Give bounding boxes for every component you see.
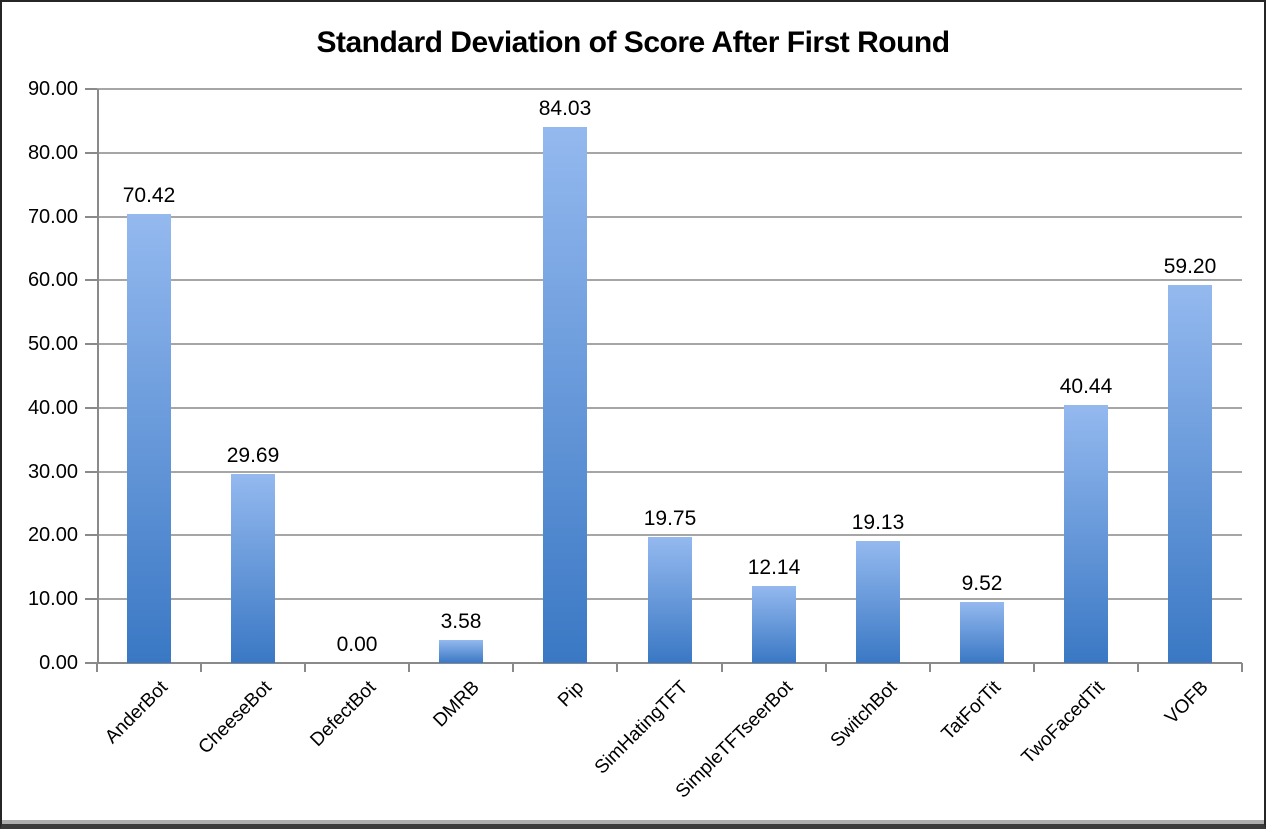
y-axis-tick xyxy=(85,279,97,281)
h-gridline xyxy=(97,216,1242,218)
bar-value-label: 19.75 xyxy=(643,507,697,530)
bar xyxy=(1064,405,1108,663)
y-axis-tick-label: 0.00 xyxy=(39,652,78,674)
y-axis-tick xyxy=(85,343,97,345)
category-label: AnderBot xyxy=(100,677,172,748)
bar xyxy=(648,537,692,663)
category-label: SimHatingTFT xyxy=(590,677,692,779)
x-axis-tick xyxy=(929,663,931,672)
h-gridline xyxy=(97,407,1242,409)
y-axis-tick-label: 40.00 xyxy=(27,397,78,419)
y-axis-tick xyxy=(85,407,97,409)
bar xyxy=(856,541,900,663)
bar-value-label: 40.44 xyxy=(1059,375,1113,398)
bar-value-label: 70.42 xyxy=(122,184,176,207)
y-axis-tick-label: 90.00 xyxy=(27,78,78,100)
y-axis-tick xyxy=(85,534,97,536)
h-gridline xyxy=(97,471,1242,473)
h-gridline xyxy=(97,152,1242,154)
y-axis-tick xyxy=(85,598,97,600)
y-axis-tick-label: 30.00 xyxy=(27,461,78,483)
category-label: SimpleTFTseerBot xyxy=(671,677,797,803)
bar xyxy=(960,602,1004,663)
bar xyxy=(231,474,275,663)
x-axis-tick xyxy=(304,663,306,672)
y-axis-tick xyxy=(85,471,97,473)
h-gridline xyxy=(97,534,1242,536)
bar-value-label: 0.00 xyxy=(336,633,378,656)
frame-bottom-shadow xyxy=(2,820,1264,824)
x-axis-tick xyxy=(1137,663,1139,672)
x-axis-tick xyxy=(512,663,514,672)
bar-value-label: 12.14 xyxy=(747,556,801,579)
y-axis-tick-label: 50.00 xyxy=(27,333,78,355)
x-axis-line xyxy=(97,662,1242,664)
y-axis-line xyxy=(97,89,99,663)
bar-value-label: 59.20 xyxy=(1163,255,1217,278)
y-axis-tick-label: 10.00 xyxy=(27,588,78,610)
category-label: DMRB xyxy=(429,677,484,732)
x-axis-tick xyxy=(200,663,202,672)
y-axis-tick-label: 20.00 xyxy=(27,524,78,546)
bar xyxy=(752,586,796,663)
h-gridline xyxy=(97,279,1242,281)
bar-value-label: 3.58 xyxy=(440,610,482,633)
category-label: CheeseBot xyxy=(194,677,276,759)
category-label: TatForTit xyxy=(937,677,1005,745)
x-axis-tick xyxy=(1241,663,1243,672)
y-axis-tick xyxy=(85,216,97,218)
bar xyxy=(127,214,171,663)
x-axis-tick xyxy=(408,663,410,672)
category-label: DefectBot xyxy=(306,677,380,751)
bar xyxy=(543,127,587,663)
chart-title: Standard Deviation of Score After First … xyxy=(316,26,950,59)
bar xyxy=(439,640,483,663)
y-axis-tick xyxy=(85,662,97,664)
x-axis-tick xyxy=(721,663,723,672)
bar-value-label: 19.13 xyxy=(851,511,905,534)
y-axis-tick xyxy=(85,152,97,154)
category-label: SwitchBot xyxy=(826,677,901,752)
category-label: Pip xyxy=(553,677,588,712)
y-axis-tick-label: 60.00 xyxy=(27,269,78,291)
x-axis-tick xyxy=(616,663,618,672)
x-axis-tick xyxy=(1033,663,1035,672)
bar xyxy=(1168,285,1212,663)
category-label: TwoFacedTit xyxy=(1017,677,1109,769)
bar-value-label: 9.52 xyxy=(961,572,1003,595)
y-axis-tick xyxy=(85,88,97,90)
category-label: VOFB xyxy=(1161,677,1213,729)
y-axis-tick-label: 70.00 xyxy=(27,206,78,228)
h-gridline xyxy=(97,88,1242,90)
x-axis-tick xyxy=(825,663,827,672)
x-axis-tick xyxy=(96,663,98,672)
y-axis-tick-label: 80.00 xyxy=(27,142,78,164)
bar-value-label: 84.03 xyxy=(538,97,592,120)
bar-value-label: 29.69 xyxy=(226,444,280,467)
h-gridline xyxy=(97,343,1242,345)
